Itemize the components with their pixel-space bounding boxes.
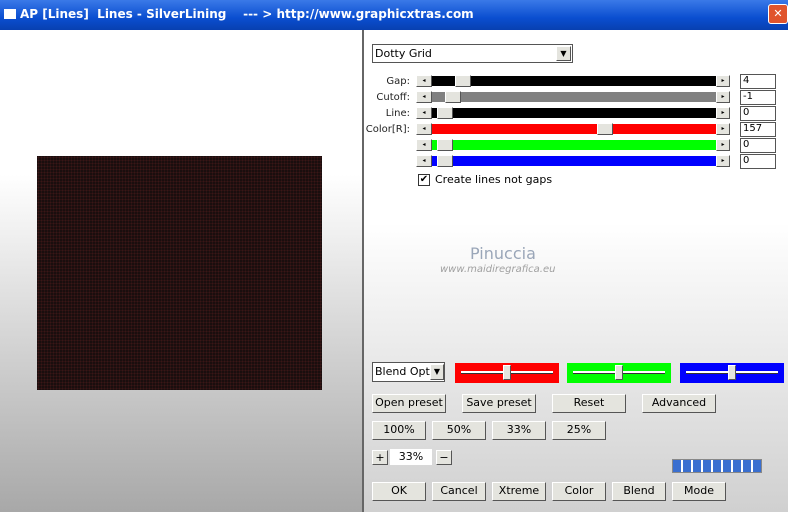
zoom-value: 33% — [390, 449, 432, 465]
button[interactable]: Blend — [612, 482, 666, 501]
slider-arrow[interactable]: ▸ — [716, 123, 730, 135]
button[interactable]: Color — [552, 482, 606, 501]
button[interactable]: Cancel — [432, 482, 486, 501]
button[interactable]: Reset — [552, 394, 626, 413]
button[interactable]: Advanced — [642, 394, 716, 413]
slider-arrow[interactable]: ▸ — [716, 155, 730, 167]
close-button[interactable]: ✕ — [768, 4, 788, 24]
balance-thumb[interactable] — [728, 365, 736, 380]
slider-thumb[interactable] — [437, 107, 453, 119]
slider-track — [432, 76, 716, 86]
slider-arrow[interactable]: ◂ — [416, 107, 432, 119]
zoom-minus[interactable]: − — [436, 450, 452, 465]
progress-bar — [672, 459, 762, 473]
title-bar — [0, 0, 788, 30]
zoom-button[interactable]: 50% — [432, 421, 486, 440]
window-title: AP [Lines] Lines - SilverLining --- > ht… — [20, 7, 474, 21]
button[interactable]: OK — [372, 482, 426, 501]
slider-label: Cutoff: — [376, 92, 410, 103]
slider-arrow[interactable]: ▸ — [716, 107, 730, 119]
button[interactable]: Open preset — [372, 394, 446, 413]
slider-track — [432, 140, 716, 150]
slider-track — [432, 156, 716, 166]
slider-value[interactable]: -1 — [740, 90, 776, 105]
watermark-name: Pinuccia — [470, 244, 536, 263]
slider-value[interactable]: 0 — [740, 106, 776, 121]
watermark-url: www.maidiregrafica.eu — [440, 264, 556, 275]
preset-dropdown[interactable]: Dotty Grid — [372, 44, 573, 63]
dropdown-arrow[interactable]: ▼ — [556, 46, 571, 61]
button[interactable]: Mode — [672, 482, 726, 501]
slider-value[interactable]: 4 — [740, 74, 776, 89]
slider-value[interactable]: 0 — [740, 138, 776, 153]
zoom-button[interactable]: 33% — [492, 421, 546, 440]
slider-arrow[interactable]: ▸ — [716, 139, 730, 151]
preview-image — [37, 156, 322, 390]
slider-track — [432, 124, 716, 134]
slider-arrow[interactable]: ◂ — [416, 75, 432, 87]
slider-track — [432, 92, 716, 102]
slider-arrow[interactable]: ◂ — [416, 123, 432, 135]
slider-label: Line: — [385, 108, 410, 119]
slider-thumb[interactable] — [597, 123, 613, 135]
zoom-plus[interactable]: + — [372, 450, 388, 465]
slider-thumb[interactable] — [455, 75, 471, 87]
checkbox[interactable]: ✔ — [418, 174, 430, 186]
slider-arrow[interactable]: ◂ — [416, 155, 432, 167]
blend-dropdown[interactable]: Blend Optio — [372, 362, 445, 382]
button[interactable]: Save preset — [462, 394, 536, 413]
slider-label: Color[R]: — [365, 124, 410, 135]
slider-arrow[interactable]: ◂ — [416, 139, 432, 151]
button[interactable]: Xtreme — [492, 482, 546, 501]
zoom-button[interactable]: 25% — [552, 421, 606, 440]
slider-thumb[interactable] — [437, 155, 453, 167]
slider-arrow[interactable]: ◂ — [416, 91, 432, 103]
balance-thumb[interactable] — [615, 365, 623, 380]
dropdown-arrow[interactable]: ▼ — [430, 364, 444, 380]
slider-label: Gap: — [386, 76, 410, 87]
slider-thumb[interactable] — [445, 91, 461, 103]
window-icon — [4, 9, 16, 19]
slider-thumb[interactable] — [437, 139, 453, 151]
slider-arrow[interactable]: ▸ — [716, 75, 730, 87]
slider-track — [432, 108, 716, 118]
slider-arrow[interactable]: ▸ — [716, 91, 730, 103]
zoom-button[interactable]: 100% — [372, 421, 426, 440]
slider-value[interactable]: 0 — [740, 154, 776, 169]
slider-value[interactable]: 157 — [740, 122, 776, 137]
balance-thumb[interactable] — [503, 365, 511, 380]
checkbox-label: Create lines not gaps — [435, 173, 553, 186]
